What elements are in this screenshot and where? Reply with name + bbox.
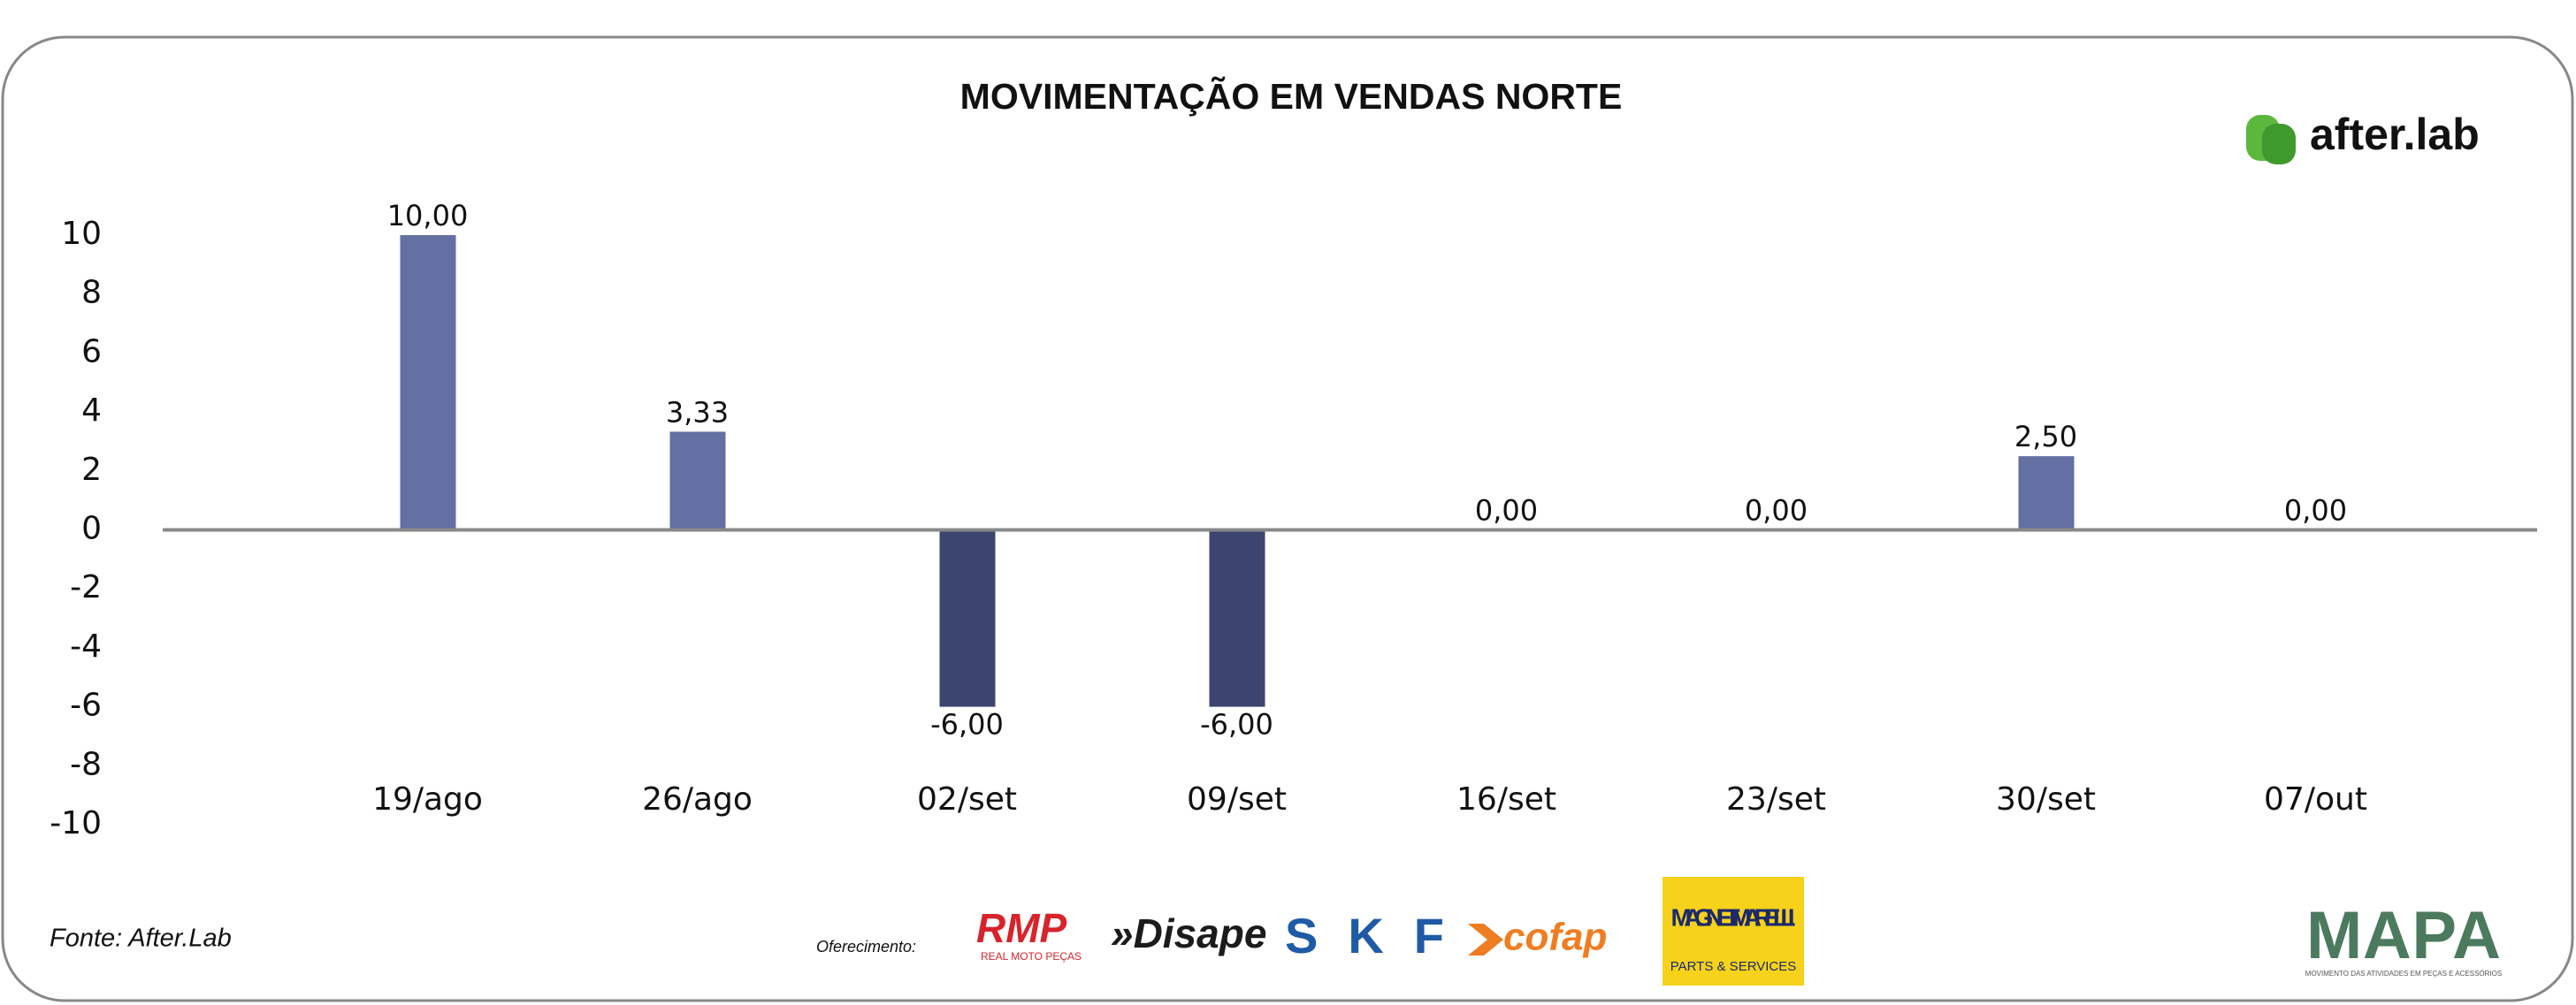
y-tick-label: 6 (81, 333, 102, 369)
cofap-icon (1468, 924, 1503, 956)
y-tick-label: 10 (61, 216, 102, 252)
x-tick-label: 16/set (1456, 781, 1556, 818)
value-label: -6,00 (930, 708, 1004, 742)
sponsor-label: Oferecimento: (816, 938, 916, 956)
sponsor-logo: RMP (976, 905, 1067, 951)
frame (1, 35, 2574, 1002)
y-tick-label: 2 (81, 452, 102, 488)
bar (669, 431, 726, 530)
marelli-box (1663, 877, 1804, 986)
sponsor-logo: cofap (1503, 916, 1607, 959)
x-tick-label: 02/set (917, 781, 1017, 818)
mapa-logo: MAPA (2306, 898, 2501, 973)
y-tick-label: 8 (81, 275, 102, 311)
sponsor-logo: SKF (1285, 908, 1444, 963)
chart-title: MOVIMENTAÇÃO EM VENDAS NORTE (960, 76, 1623, 117)
x-tick-label: 26/ago (642, 781, 753, 818)
y-tick-label: -10 (50, 805, 102, 841)
y-tick-label: -4 (70, 628, 102, 665)
bar (1209, 529, 1265, 707)
value-label: 2,50 (2014, 420, 2077, 453)
mapa-tagline: MOVIMENTO DAS ATIVIDADES EM PEÇAS E ACES… (2305, 970, 2502, 978)
y-tick-label: -8 (70, 746, 102, 782)
y-tick-label: -2 (70, 569, 102, 605)
bar (939, 529, 996, 707)
value-label: 3,33 (666, 395, 729, 429)
bar (2018, 456, 2075, 530)
sponsor-logo: REAL MOTO PEÇAS (981, 950, 1082, 963)
value-label: -6,00 (1200, 708, 1273, 742)
y-tick-label: 4 (81, 392, 102, 429)
source: Fonte: After.Lab (50, 925, 232, 953)
value-label: 10,00 (387, 199, 469, 232)
sponsor-logo: MAGNETI MARELLI (1671, 903, 1796, 931)
value-label: 0,00 (2284, 494, 2347, 528)
x-tick-label: 30/set (1996, 781, 2096, 818)
sponsor-logo: PARTS & SERVICES (1670, 959, 1797, 974)
sponsor-logo: »Disape (1111, 910, 1266, 956)
x-tick-label: 09/set (1187, 781, 1287, 818)
bar (400, 235, 456, 530)
value-label: 0,00 (1475, 494, 1538, 528)
value-label: 0,00 (1745, 494, 1808, 528)
x-tick-label: 19/ago (372, 781, 483, 818)
x-tick-label: 23/set (1726, 781, 1826, 818)
x-tick-label: 07/out (2264, 781, 2367, 818)
y-tick-label: 0 (81, 511, 102, 547)
brand-logo: after.lab (2246, 110, 2480, 164)
y-tick-label: -6 (70, 688, 102, 724)
brand-text: after.lab (2310, 110, 2480, 159)
